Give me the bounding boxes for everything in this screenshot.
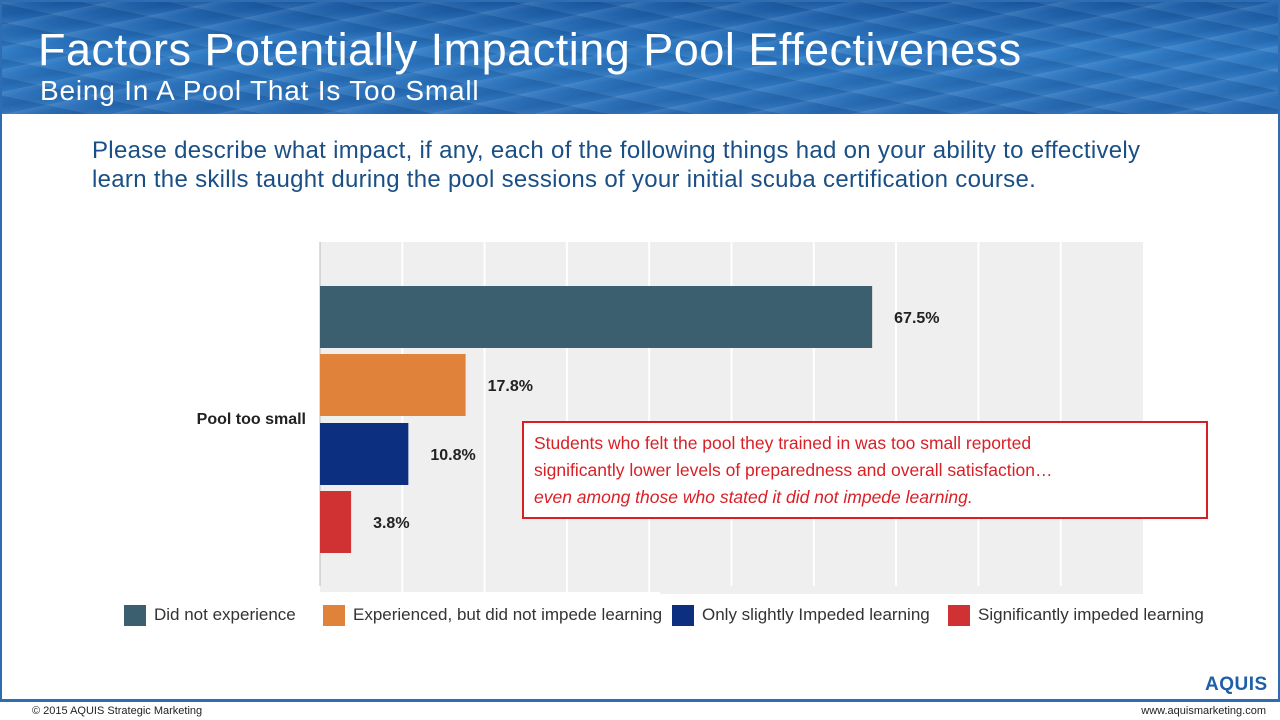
bar-value-label: 67.5%	[894, 310, 939, 327]
bar-value-label: 17.8%	[488, 378, 533, 395]
insight-callout: Students who felt the pool they trained …	[522, 421, 1208, 519]
bar-labels: 67.5% 17.8% 10.8% 3.8%	[373, 310, 939, 532]
slide-title: Factors Potentially Impacting Pool Effec…	[38, 24, 1022, 75]
bar-value-label: 10.8%	[430, 447, 475, 464]
bar-experienced-but-did-not-impede-learning	[320, 354, 466, 416]
aquis-logo: AQUIS	[1205, 674, 1268, 695]
callout-line-3: even among those who stated it did not i…	[534, 487, 973, 507]
bar-did-not-experience	[320, 286, 873, 348]
callout-line-1: Students who felt the pool they trained …	[534, 433, 1032, 453]
legend-swatch	[124, 604, 146, 626]
legend-item-significantly-impeded: Significantly impeded learning	[948, 603, 1204, 627]
legend-label: Experienced, but did not impede learning	[353, 605, 663, 624]
callout-line-2: significantly lower levels of preparedne…	[534, 460, 1053, 480]
survey-question: Please describe what impact, if any, eac…	[92, 137, 1141, 193]
legend-label: Significantly impeded learning	[978, 605, 1204, 624]
bars	[320, 286, 873, 553]
plot-bottom-mask	[660, 586, 1143, 594]
legend-swatch	[323, 604, 345, 626]
legend-item-slightly-impeded: Only slightly Impeded learning	[672, 603, 930, 627]
footer-divider	[0, 699, 1280, 702]
legend-item-did-not-experience: Did not experience	[124, 603, 296, 627]
website-url[interactable]: www.aquismarketing.com	[1141, 705, 1266, 717]
slide-subtitle: Being In A Pool That Is Too Small	[40, 75, 480, 106]
legend-swatch	[948, 604, 970, 626]
bar-only-slightly-impeded-learning	[320, 423, 409, 485]
legend-item-experienced: Experienced, but did not impede learning	[323, 603, 662, 627]
legend-label: Did not experience	[154, 605, 296, 624]
bar-value-label: 3.8%	[373, 515, 409, 532]
legend-label: Only slightly Impeded learning	[702, 605, 930, 624]
category-label: Pool too small	[197, 411, 306, 428]
header-banner: Factors Potentially Impacting Pool Effec…	[2, 2, 1278, 114]
bar-significantly-impeded-learning	[320, 491, 352, 553]
copyright-text: © 2015 AQUIS Strategic Marketing	[32, 705, 203, 717]
legend-swatch	[672, 604, 694, 626]
